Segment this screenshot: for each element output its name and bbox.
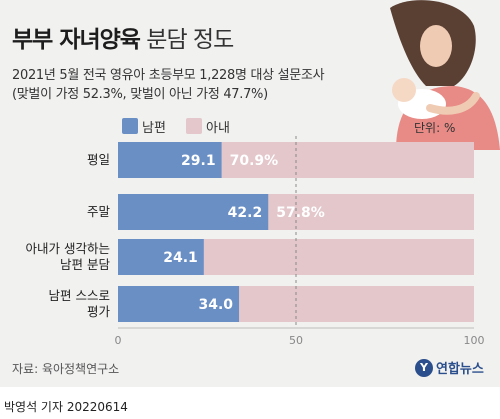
x-tick-label-0: 0 (115, 334, 122, 347)
title-light: 분담 정도 (146, 27, 234, 53)
category-label-2: 아내가 생각하는 남편 분담 (26, 241, 111, 272)
category-label-1: 주말 (87, 204, 111, 219)
unit-label: 단위: % (414, 121, 456, 135)
infographic-card: 부부 자녀양육 분담 정도 2021년 5월 전국 영유아 초등부모 1,228… (0, 0, 500, 387)
yonhap-logo: Y 연합뉴스 (415, 358, 484, 377)
category-label-0: 평일 (87, 152, 110, 167)
value-label-husband-2: 24.1 (163, 250, 198, 266)
value-label-husband-3: 34.0 (198, 297, 233, 313)
value-label-wife-0: 70.9% (230, 153, 279, 169)
subtitle-line-2: (맞벌이 가정 52.3%, 맞벌이 아닌 가정 47.7%) (12, 87, 268, 102)
category-label-3: 남편 스스로 평가 (49, 288, 111, 319)
legend-swatch-husband (122, 118, 138, 134)
subtitle-line-1: 2021년 5월 전국 영유아 초등부모 1,228명 대상 설문조사 (12, 68, 325, 83)
stacked-bar-chart: 29.1 70.9% 평일 42.2 57.8% 주말 24.1 아내가 생각하는 남편 분담 3… (26, 136, 485, 347)
value-label-wife-1: 57.8% (276, 205, 325, 221)
mother-holding-baby-illustration (390, 0, 500, 150)
bar-husband-0 (118, 142, 222, 178)
yonhap-logo-text: 연합뉴스 (436, 362, 484, 377)
value-label-husband-1: 42.2 (228, 205, 263, 221)
title-bold: 부부 자녀양육 (12, 27, 141, 53)
yonhap-logo-mark: Y (415, 358, 433, 377)
reporter-credit: 박영석 기자 20220614 (4, 400, 128, 414)
legend-label-husband: 남편 (142, 121, 166, 136)
x-tick-label-1: 50 (289, 334, 303, 347)
legend-label-wife: 아내 (206, 121, 230, 136)
x-tick-label-2: 100 (464, 334, 485, 347)
bar-husband-1 (118, 194, 269, 230)
chart-title: 부부 자녀양육 분담 정도 (12, 20, 234, 54)
legend-swatch-wife (186, 118, 202, 134)
bar-husband-3 (118, 286, 240, 322)
source-note: 자료: 육아정책연구소 (12, 362, 120, 376)
bar-husband-2 (118, 239, 204, 275)
value-label-husband-0: 29.1 (181, 153, 216, 169)
